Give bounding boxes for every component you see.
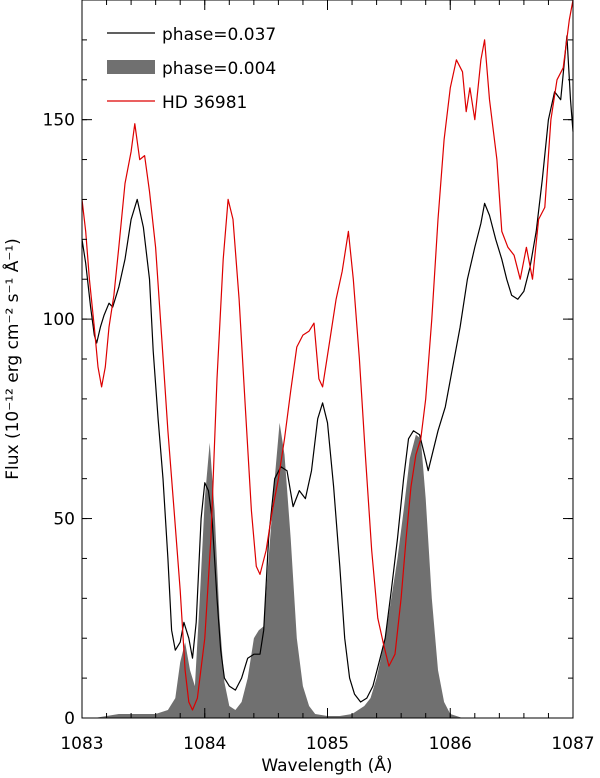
tick-layer: 1083 1084 1085 1086 1087 0 50 100 150 (43, 0, 595, 754)
series-area-phase-0-004 (82, 422, 573, 718)
y-tick-label: 100 (43, 310, 75, 330)
series-line-hd-36981 (81, 0, 574, 711)
y-tick-label: 50 (53, 510, 75, 530)
legend: phase=0.037 phase=0.004 HD 36981 (107, 25, 276, 113)
series-line-phase-0-037 (81, 35, 574, 703)
y-axis-label: Flux (10⁻¹² erg cm⁻² s⁻¹ Å⁻¹) (1, 238, 23, 480)
x-tick-label: 1083 (60, 734, 103, 754)
legend-label-hd-36981: HD 36981 (162, 93, 247, 113)
y-tick-label: 0 (64, 709, 75, 729)
x-tick-label: 1087 (551, 734, 594, 754)
series-layer (81, 0, 574, 718)
legend-swatch-phase-0004 (107, 60, 155, 74)
legend-label-phase-0037: phase=0.037 (162, 25, 276, 45)
x-tick-label: 1086 (429, 734, 472, 754)
legend-label-phase-0004: phase=0.004 (162, 59, 276, 79)
x-tick-label: 1084 (183, 734, 226, 754)
x-axis-label: Wavelength (Å) (261, 754, 392, 776)
y-tick-label: 150 (43, 111, 75, 131)
x-tick-label: 1085 (306, 734, 349, 754)
